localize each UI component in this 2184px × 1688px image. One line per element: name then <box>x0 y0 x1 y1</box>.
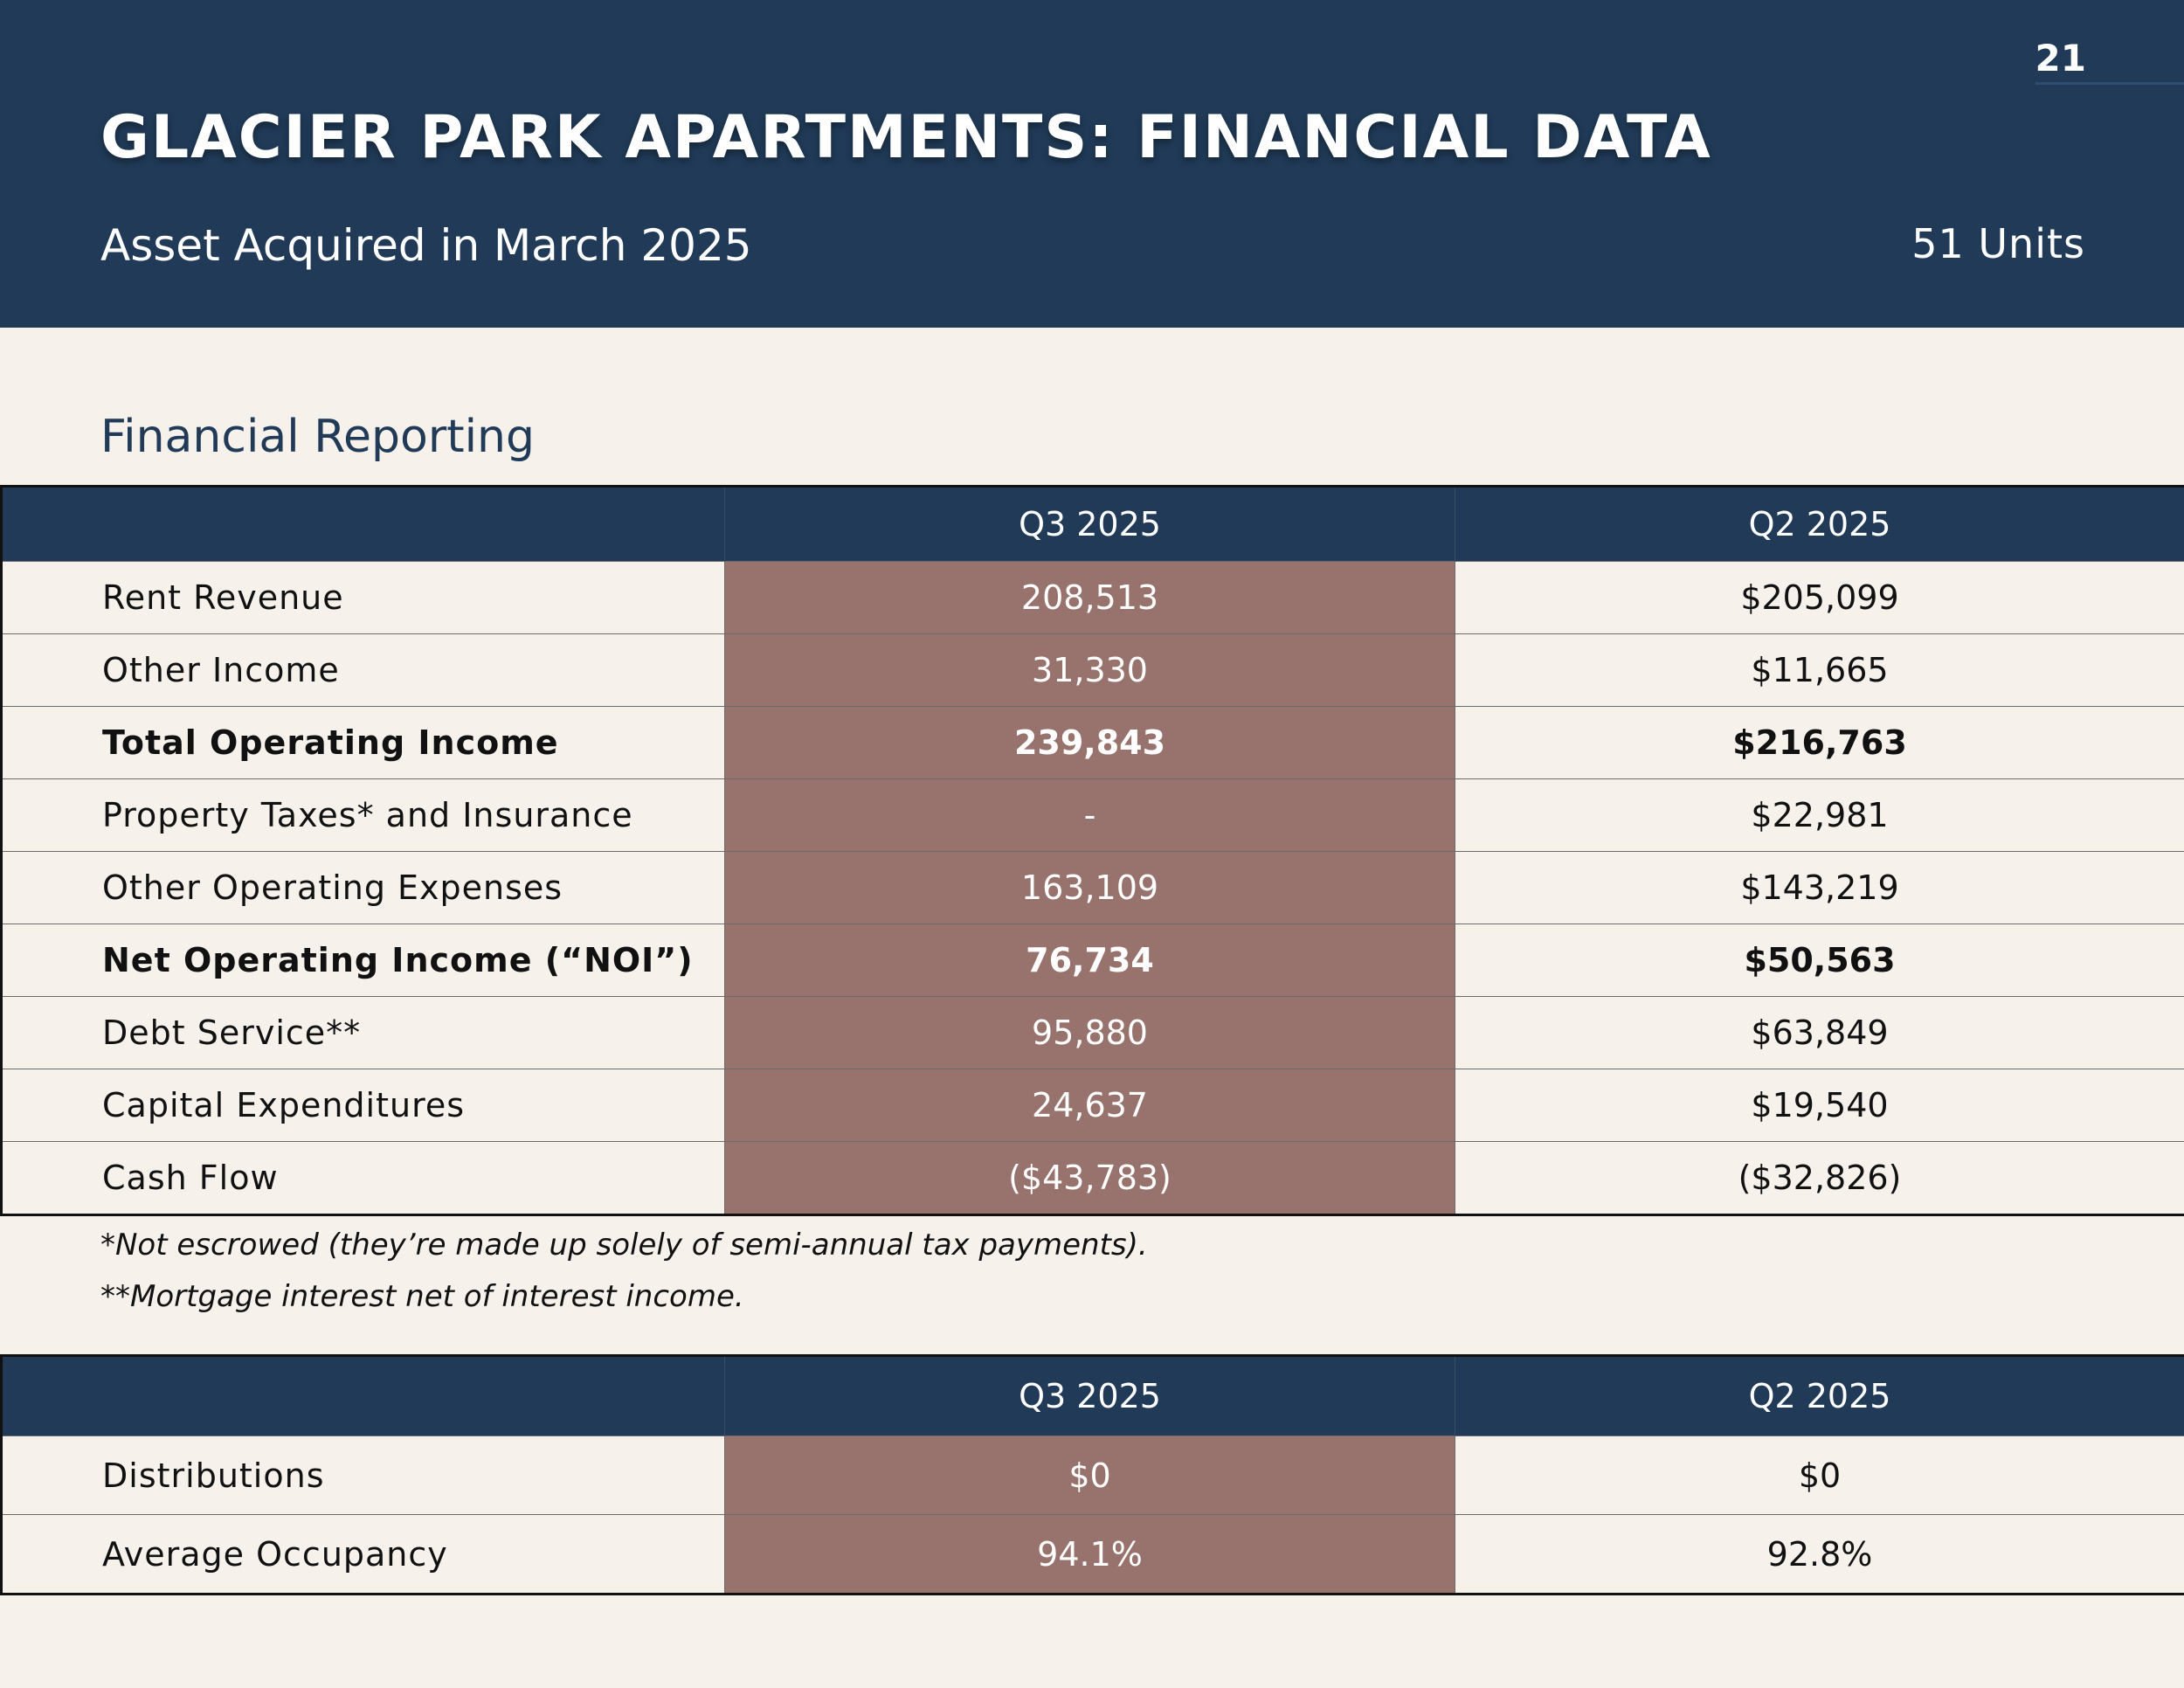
section-title: Financial Reporting <box>100 411 536 463</box>
row-label: Distributions <box>1 1435 725 1515</box>
header-q2-cell: Q2 2025 <box>1455 1355 2184 1436</box>
financial-table: Q3 2025 Q2 2025 Rent Revenue 208,513 $20… <box>0 485 2184 1216</box>
table-row: Other Income 31,330 $11,665 <box>1 633 2184 707</box>
header-label-cell <box>1 486 725 562</box>
row-label: Capital Expenditures <box>1 1069 725 1142</box>
page-subtitle: Asset Acquired in March 2025 <box>100 220 752 271</box>
table-row-total: Net Operating Income (“NOI”) 76,734 $50,… <box>1 924 2184 997</box>
table-row: Debt Service** 95,880 $63,849 <box>1 996 2184 1069</box>
q2-value: $19,540 <box>1455 1069 2184 1142</box>
q2-value: $216,763 <box>1455 706 2184 779</box>
q2-value: $205,099 <box>1455 561 2184 634</box>
row-label: Property Taxes* and Insurance <box>1 778 725 852</box>
q3-value: 239,843 <box>724 706 1455 779</box>
row-label: Cash Flow <box>1 1141 725 1215</box>
unit-count: 51 Units <box>1911 220 2085 267</box>
table-header-row: Q3 2025 Q2 2025 <box>1 1355 2184 1436</box>
footnote-debt-service: **Mortgage interest net of interest inco… <box>100 1279 744 1314</box>
row-label: Other Income <box>1 633 725 707</box>
q2-value: $0 <box>1455 1435 2184 1515</box>
q3-value: 95,880 <box>724 996 1455 1069</box>
table-row: Property Taxes* and Insurance - $22,981 <box>1 778 2184 852</box>
q2-value: ($32,826) <box>1455 1141 2184 1215</box>
row-label: Debt Service** <box>1 996 725 1069</box>
header-q3-cell: Q3 2025 <box>724 1355 1455 1436</box>
q2-value: $143,219 <box>1455 851 2184 924</box>
table-row: Cash Flow ($43,783) ($32,826) <box>1 1141 2184 1215</box>
q3-value: 163,109 <box>724 851 1455 924</box>
table-header-row: Q3 2025 Q2 2025 <box>1 486 2184 562</box>
q3-value: 31,330 <box>724 633 1455 707</box>
header-q2-cell: Q2 2025 <box>1455 486 2184 562</box>
table-row-total: Total Operating Income 239,843 $216,763 <box>1 706 2184 779</box>
q3-value: 76,734 <box>724 924 1455 997</box>
table-row: Capital Expenditures 24,637 $19,540 <box>1 1069 2184 1142</box>
row-label: Other Operating Expenses <box>1 851 725 924</box>
page-header: 21 GLACIER PARK APARTMENTS: FINANCIAL DA… <box>0 0 2184 328</box>
table-row: Distributions $0 $0 <box>1 1435 2184 1515</box>
row-label: Total Operating Income <box>1 706 725 779</box>
table-row: Average Occupancy 94.1% 92.8% <box>1 1514 2184 1595</box>
q3-value: ($43,783) <box>724 1141 1455 1215</box>
q3-value: $0 <box>724 1435 1455 1515</box>
q3-value: - <box>724 778 1455 852</box>
page-number: 21 <box>2035 37 2086 80</box>
q2-value: $22,981 <box>1455 778 2184 852</box>
row-label: Net Operating Income (“NOI”) <box>1 924 725 997</box>
table-row: Rent Revenue 208,513 $205,099 <box>1 561 2184 634</box>
row-label: Average Occupancy <box>1 1514 725 1595</box>
distribution-table: Q3 2025 Q2 2025 Distributions $0 $0 Aver… <box>0 1354 2184 1595</box>
header-q3-cell: Q3 2025 <box>724 486 1455 562</box>
q2-value: $50,563 <box>1455 924 2184 997</box>
table-row: Other Operating Expenses 163,109 $143,21… <box>1 851 2184 924</box>
page-title: GLACIER PARK APARTMENTS: FINANCIAL DATA <box>100 103 1712 172</box>
q3-value: 24,637 <box>724 1069 1455 1142</box>
q3-value: 208,513 <box>724 561 1455 634</box>
q2-value: $11,665 <box>1455 633 2184 707</box>
footnote-taxes: *Not escrowed (they’re made up solely of… <box>100 1228 1148 1263</box>
row-label: Rent Revenue <box>1 561 725 634</box>
q2-value: $63,849 <box>1455 996 2184 1069</box>
q3-value: 94.1% <box>724 1514 1455 1595</box>
q2-value: 92.8% <box>1455 1514 2184 1595</box>
header-label-cell <box>1 1355 725 1436</box>
page-number-underline <box>2035 82 2184 85</box>
